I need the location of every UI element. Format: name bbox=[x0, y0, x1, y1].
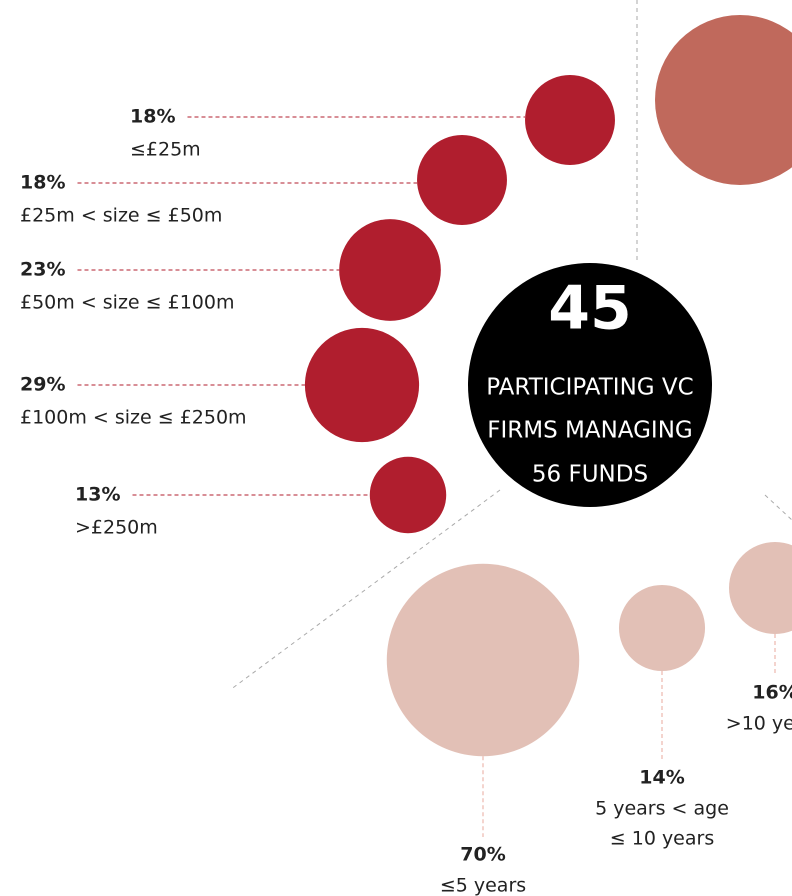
value-label: 14% bbox=[639, 767, 684, 789]
value-label: 29% bbox=[20, 374, 65, 396]
category-label: £25m < size ≤ £50m bbox=[20, 205, 222, 227]
category-label: ≤£25m bbox=[130, 139, 201, 161]
center-text: PARTICIPATING VC bbox=[486, 375, 693, 401]
center-text: 56 FUNDS bbox=[532, 462, 648, 488]
bubble bbox=[729, 542, 792, 634]
category-label: ≤ 10 years bbox=[610, 828, 714, 850]
category-label: £100m < size ≤ £250m bbox=[20, 407, 247, 429]
value-label: 70% bbox=[460, 844, 505, 866]
bubble bbox=[525, 75, 615, 165]
category-label: £50m < size ≤ £100m bbox=[20, 292, 234, 314]
value-label: 13% bbox=[75, 484, 120, 506]
value-label: 23% bbox=[20, 259, 65, 281]
divider bbox=[229, 489, 501, 691]
value-label: 16% bbox=[752, 682, 792, 704]
decor-bubble bbox=[655, 15, 792, 185]
bubble bbox=[304, 327, 420, 443]
bubble bbox=[386, 563, 580, 757]
value-label: 18% bbox=[20, 172, 65, 194]
category-label: ≤5 years bbox=[440, 875, 526, 896]
category-label: >10 years bbox=[726, 713, 792, 735]
center-text: FIRMS MANAGING bbox=[487, 418, 693, 444]
value-label: 18% bbox=[130, 106, 175, 128]
bubble bbox=[618, 584, 706, 672]
center-circle bbox=[468, 263, 712, 507]
category-label: >£250m bbox=[75, 517, 158, 539]
bubble bbox=[369, 456, 447, 534]
center-number: 45 bbox=[548, 274, 632, 344]
divider bbox=[764, 494, 792, 521]
bubbles: 18% ≤£25m 18% £25m < size ≤ £50m 23% £50m < s… bbox=[20, 75, 792, 896]
bubble bbox=[339, 219, 441, 321]
category-label: 5 years < age bbox=[595, 798, 729, 820]
bubble bbox=[417, 135, 507, 225]
decor bbox=[229, 0, 792, 691]
